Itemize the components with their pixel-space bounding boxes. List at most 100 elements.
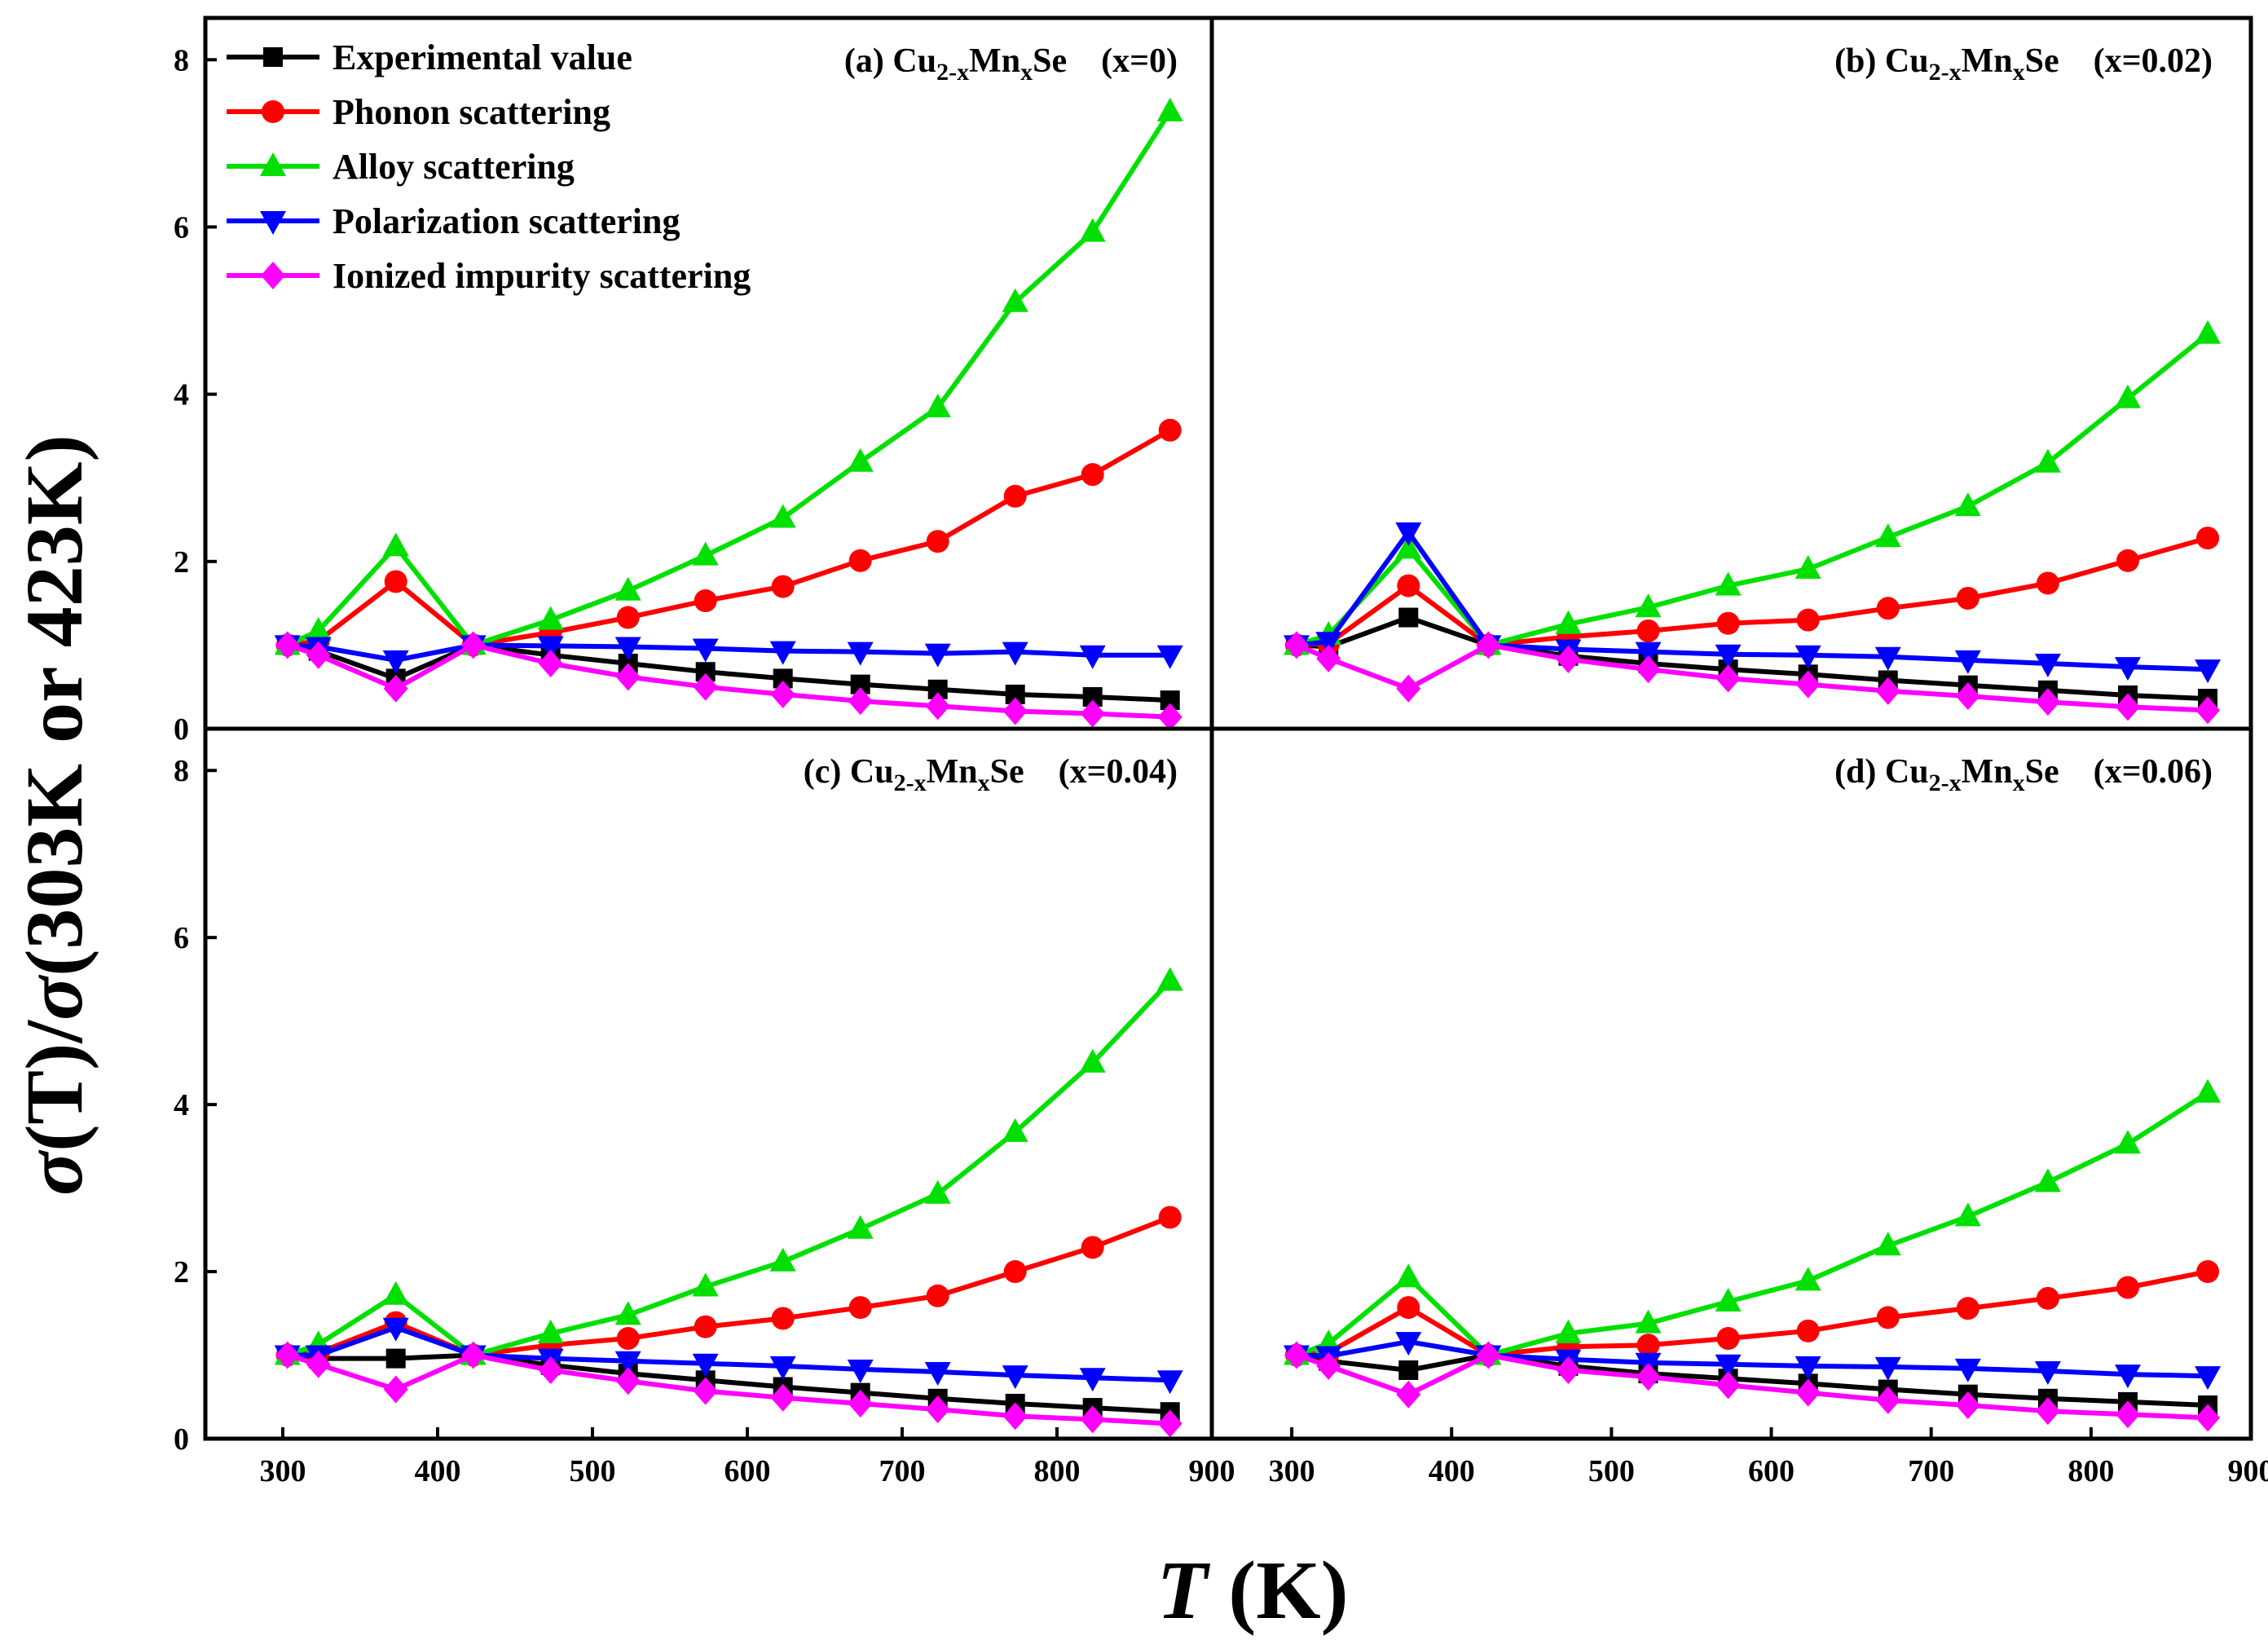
data-point	[1954, 650, 1981, 674]
data-point	[1395, 1263, 1422, 1288]
panels-layer: (a) Cu2-xMnxSe (x=0) (b) Cu2-xMnxSe (x=0.…	[274, 42, 2222, 1438]
data-point	[847, 1359, 874, 1383]
data-point	[537, 1319, 564, 1343]
data-point	[1079, 218, 1106, 242]
data-point	[1555, 1319, 1582, 1343]
data-point	[2114, 1364, 2141, 1389]
data-point	[1635, 593, 1662, 618]
data-point	[924, 1362, 951, 1387]
x-tick-label: 700	[1908, 1454, 1954, 1488]
data-point	[1955, 681, 1980, 710]
series-ionized-impurity-scattering	[1284, 1341, 2221, 1432]
panel-2: (c) Cu2-xMnxSe (x=0.04)	[274, 753, 1183, 1438]
data-point	[275, 1341, 300, 1369]
data-point	[769, 641, 796, 665]
data-point	[1874, 646, 1901, 671]
data-point	[306, 1350, 331, 1378]
data-point	[460, 1341, 486, 1369]
x-tick-label: 800	[1034, 1454, 1081, 1488]
legend-item: Experimental value	[227, 37, 632, 77]
data-point	[2195, 696, 2221, 725]
data-point	[1080, 699, 1105, 728]
data-point	[1795, 1356, 1821, 1380]
data-point	[1079, 1048, 1106, 1073]
data-point	[2035, 1397, 2060, 1426]
data-point	[693, 1377, 718, 1405]
data-point	[1079, 1368, 1106, 1392]
data-point	[1636, 655, 1661, 684]
data-point	[2196, 527, 2220, 550]
data-point	[2034, 448, 2061, 473]
data-point	[770, 680, 795, 708]
data-point	[1876, 597, 1900, 620]
series-line	[286, 110, 1173, 648]
data-point	[2034, 1360, 2061, 1385]
series-line	[1296, 1269, 2209, 1358]
data-point	[1795, 1378, 1821, 1407]
data-point	[1555, 610, 1582, 634]
series-line	[287, 1325, 1170, 1383]
panel-title: (d) Cu2-xMnxSe (x=0.06)	[1834, 753, 2213, 796]
x-tick-label: 700	[879, 1454, 926, 1488]
legend-marker	[263, 47, 283, 67]
data-point	[1715, 644, 1742, 668]
data-point	[848, 687, 873, 716]
y-tick-label: 6	[174, 210, 189, 245]
data-point	[692, 541, 719, 566]
data-point	[1715, 664, 1741, 693]
data-point	[1795, 645, 1821, 669]
data-point	[1875, 677, 1900, 705]
data-point	[2195, 320, 2222, 344]
data-point	[1476, 1341, 1501, 1369]
data-point	[2196, 1260, 2220, 1284]
data-point	[769, 1247, 796, 1272]
data-point	[1556, 645, 1581, 673]
y-tick-label: 8	[174, 754, 189, 788]
data-point	[1002, 288, 1028, 312]
x-tick-label: 300	[260, 1454, 306, 1488]
data-point	[1716, 1327, 1740, 1351]
data-point	[1003, 1260, 1027, 1284]
data-point	[382, 1317, 409, 1342]
data-point	[771, 1307, 795, 1330]
series-line	[287, 642, 1170, 663]
data-point	[2036, 571, 2059, 595]
data-point	[1396, 674, 1421, 703]
y-tick-label: 2	[174, 1255, 189, 1290]
data-point	[1874, 1356, 1901, 1381]
data-point	[1395, 535, 1422, 559]
y-tick-label: 2	[174, 545, 189, 580]
data-point	[692, 1272, 719, 1297]
data-point	[1002, 1365, 1028, 1390]
legend-item: Ionized impurity scattering	[227, 256, 751, 296]
series-phonon-scattering	[1284, 527, 2220, 657]
data-point	[2034, 1168, 2061, 1193]
data-point	[1397, 574, 1420, 597]
x-tick-label: 600	[1748, 1454, 1795, 1488]
data-point	[2114, 657, 2141, 681]
data-point	[1003, 484, 1027, 508]
x-tick-label: 500	[1588, 1454, 1635, 1488]
data-point	[2115, 693, 2140, 721]
data-point	[1316, 644, 1341, 672]
data-point	[2036, 1286, 2059, 1310]
data-point	[694, 1315, 717, 1338]
legend-marker	[260, 211, 286, 235]
data-point	[1157, 1409, 1182, 1438]
data-point	[305, 616, 332, 641]
data-point	[1158, 1206, 1182, 1229]
data-point	[384, 570, 407, 593]
data-point	[847, 641, 874, 666]
data-point	[847, 1215, 874, 1239]
series-phonon-scattering	[275, 1206, 1182, 1367]
legend-label: Experimental value	[332, 37, 632, 77]
data-point	[1398, 1360, 1419, 1380]
data-point	[1636, 619, 1660, 642]
panel-1: (b) Cu2-xMnxSe (x=0.02)	[1283, 42, 2222, 725]
data-point	[1156, 967, 1183, 991]
data-point	[1955, 1391, 1980, 1420]
data-point	[2116, 549, 2139, 572]
data-point	[1002, 641, 1028, 666]
legend-marker	[262, 100, 284, 123]
